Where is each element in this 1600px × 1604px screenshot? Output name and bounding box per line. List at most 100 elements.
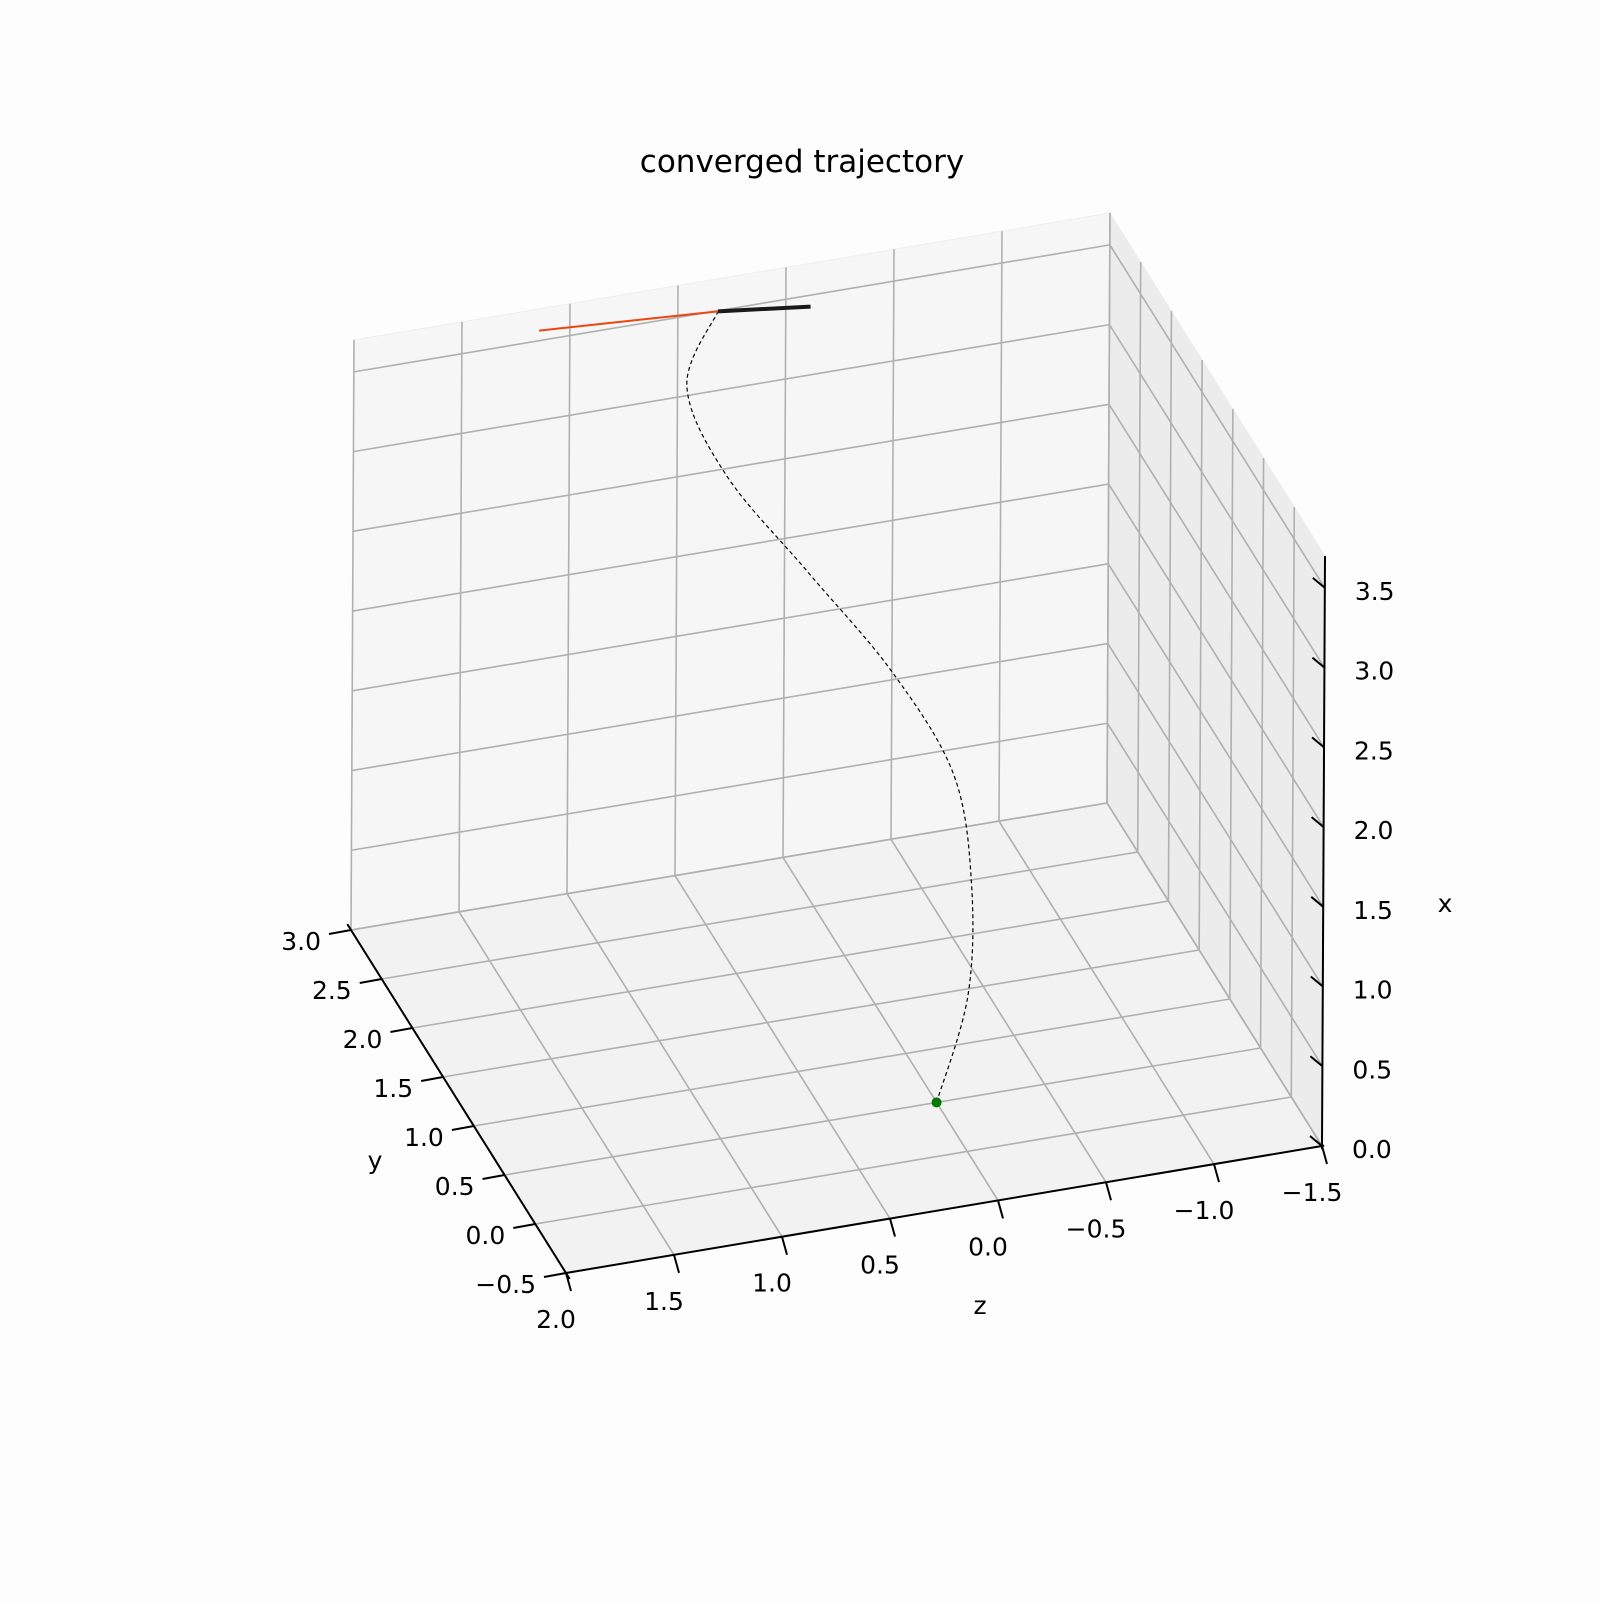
z-tick-mark — [997, 1200, 1004, 1219]
y-tick-label: 0.5 — [435, 1172, 475, 1201]
back-wall-gridline-z — [890, 249, 895, 840]
floor-gridline-z — [674, 875, 891, 1219]
y-tick-mark — [451, 1125, 475, 1131]
x-tick-mark — [1309, 1135, 1323, 1147]
y-tick-mark — [513, 1223, 536, 1229]
tick-marks: −0.5 0.0 0.5 1.0 1.5 2.0 2.5 3.0 2.0 1.5 1.0 0.5 0.0… — [281, 577, 1394, 1334]
z-axis-label: z — [973, 1291, 986, 1320]
back-wall-gridline-z — [566, 303, 571, 894]
x-tick-mark — [1310, 975, 1324, 988]
x-tick-label: 3.0 — [1354, 657, 1394, 686]
side-wall-gridline-y — [1136, 261, 1142, 853]
side-wall-gridline-x — [1108, 403, 1325, 748]
back-wall-gridline-x — [352, 483, 1109, 612]
side-wall-gridline-x — [1107, 643, 1324, 987]
back-wall-gridline-z — [782, 267, 787, 858]
y-tick-mark — [359, 978, 382, 984]
axis-lines — [346, 555, 1326, 1280]
floor-gridline-z — [566, 893, 783, 1238]
x-axis-line — [1320, 555, 1326, 1150]
back-wall-gridline-x — [352, 563, 1109, 692]
floor-gridline-y — [473, 998, 1230, 1127]
side-wall-gridline-x — [1107, 483, 1325, 828]
back-wall-gridline-x — [353, 244, 1110, 373]
floor-gridline-y — [412, 900, 1169, 1029]
z-tick-mark — [1321, 1145, 1328, 1165]
x-axis-label: x — [1438, 889, 1453, 918]
back-wall-gridline-z — [998, 231, 1003, 822]
x-tick-mark — [1311, 656, 1326, 669]
y-tick-label: 3.0 — [281, 927, 321, 956]
back-wall-gridline-x — [350, 802, 1108, 931]
black-segment — [717, 304, 811, 314]
floor-gridline-y — [535, 1096, 1292, 1225]
floor-gridline-y — [504, 1047, 1261, 1176]
side-wall-gridline-x — [1109, 244, 1326, 589]
orange-segment — [538, 310, 719, 332]
back-wall-gridline-z — [674, 285, 679, 876]
side-wall-gridline-x — [1107, 563, 1324, 908]
y-tick-label: 0.0 — [466, 1221, 506, 1250]
x-tick-mark — [1310, 816, 1325, 828]
x-tick-label: 2.0 — [1354, 816, 1394, 845]
z-axis-line — [563, 1144, 1325, 1275]
back-wall-gridline-x — [351, 722, 1108, 852]
z-tick-mark — [889, 1218, 896, 1237]
floor-gridline-z — [890, 838, 1107, 1183]
floor-gridline-y — [381, 851, 1138, 980]
back-wall-gridline-z — [458, 321, 463, 912]
z-tick-mark — [565, 1272, 572, 1292]
y-axis-line — [346, 923, 571, 1280]
floor-gridline-y — [443, 949, 1200, 1078]
back-wall-gridline-x — [351, 642, 1108, 772]
side-wall-gridline-x — [1108, 324, 1326, 669]
x-tick-label: 2.5 — [1354, 736, 1394, 765]
x-tick-mark — [1310, 896, 1324, 908]
axis-labels-layer: x y z — [368, 889, 1453, 1320]
y-tick-mark — [543, 1272, 567, 1278]
x-tick-label: 0.0 — [1352, 1135, 1392, 1164]
y-tick-label: 1.0 — [404, 1123, 444, 1152]
side-wall-gridline-y — [1229, 408, 1234, 1000]
trajectory-line — [686, 311, 974, 1103]
x-tick-mark — [1309, 1055, 1324, 1068]
x-tick-label: 1.5 — [1353, 896, 1393, 925]
z-tick-label: −1.5 — [1282, 1178, 1343, 1207]
y-axis-label: y — [368, 1146, 383, 1175]
side-wall-gridline-y — [1290, 506, 1296, 1098]
z-tick-label: 2.0 — [536, 1305, 576, 1334]
side-wall-gridline-y — [1106, 212, 1111, 804]
x-tick-label: 0.5 — [1352, 1055, 1392, 1084]
z-tick-label: −0.5 — [1066, 1214, 1127, 1243]
floor-gridline-z — [458, 911, 675, 1256]
x-tick-label: 3.5 — [1355, 577, 1395, 606]
x-tick-mark — [1312, 577, 1326, 589]
axis-panes — [350, 211, 1326, 1274]
y-tick-label: 1.5 — [373, 1074, 413, 1103]
floor-gridline-z — [998, 820, 1215, 1165]
side-wall-gridline-y — [1259, 457, 1265, 1049]
z-tick-label: −1.0 — [1174, 1196, 1235, 1225]
y-tick-label: 2.5 — [312, 976, 352, 1005]
data-layer — [538, 304, 974, 1108]
y-tick-mark — [482, 1174, 505, 1180]
z-tick-mark — [1213, 1163, 1220, 1183]
y-tick-mark — [328, 929, 352, 935]
start-point — [931, 1097, 942, 1108]
y-tick-label: 2.0 — [343, 1025, 383, 1054]
z-tick-mark — [1105, 1182, 1112, 1201]
y-tick-mark — [390, 1027, 413, 1033]
back-wall-gridline-z — [350, 339, 355, 931]
x-tick-label: 1.0 — [1353, 976, 1393, 1005]
chart-title: converged trajectory — [640, 144, 964, 180]
side-wall-gridline-y — [1198, 359, 1203, 951]
z-tick-label: 0.5 — [860, 1251, 900, 1280]
z-tick-label: 1.0 — [752, 1269, 792, 1298]
floor-gridline-z — [782, 857, 999, 1201]
grid-lines — [350, 212, 1326, 1274]
z-tick-label: 0.0 — [968, 1232, 1008, 1261]
z-tick-label: 1.5 — [644, 1287, 684, 1316]
back-wall-gridline-x — [352, 403, 1110, 533]
y-tick-label: −0.5 — [475, 1270, 536, 1299]
